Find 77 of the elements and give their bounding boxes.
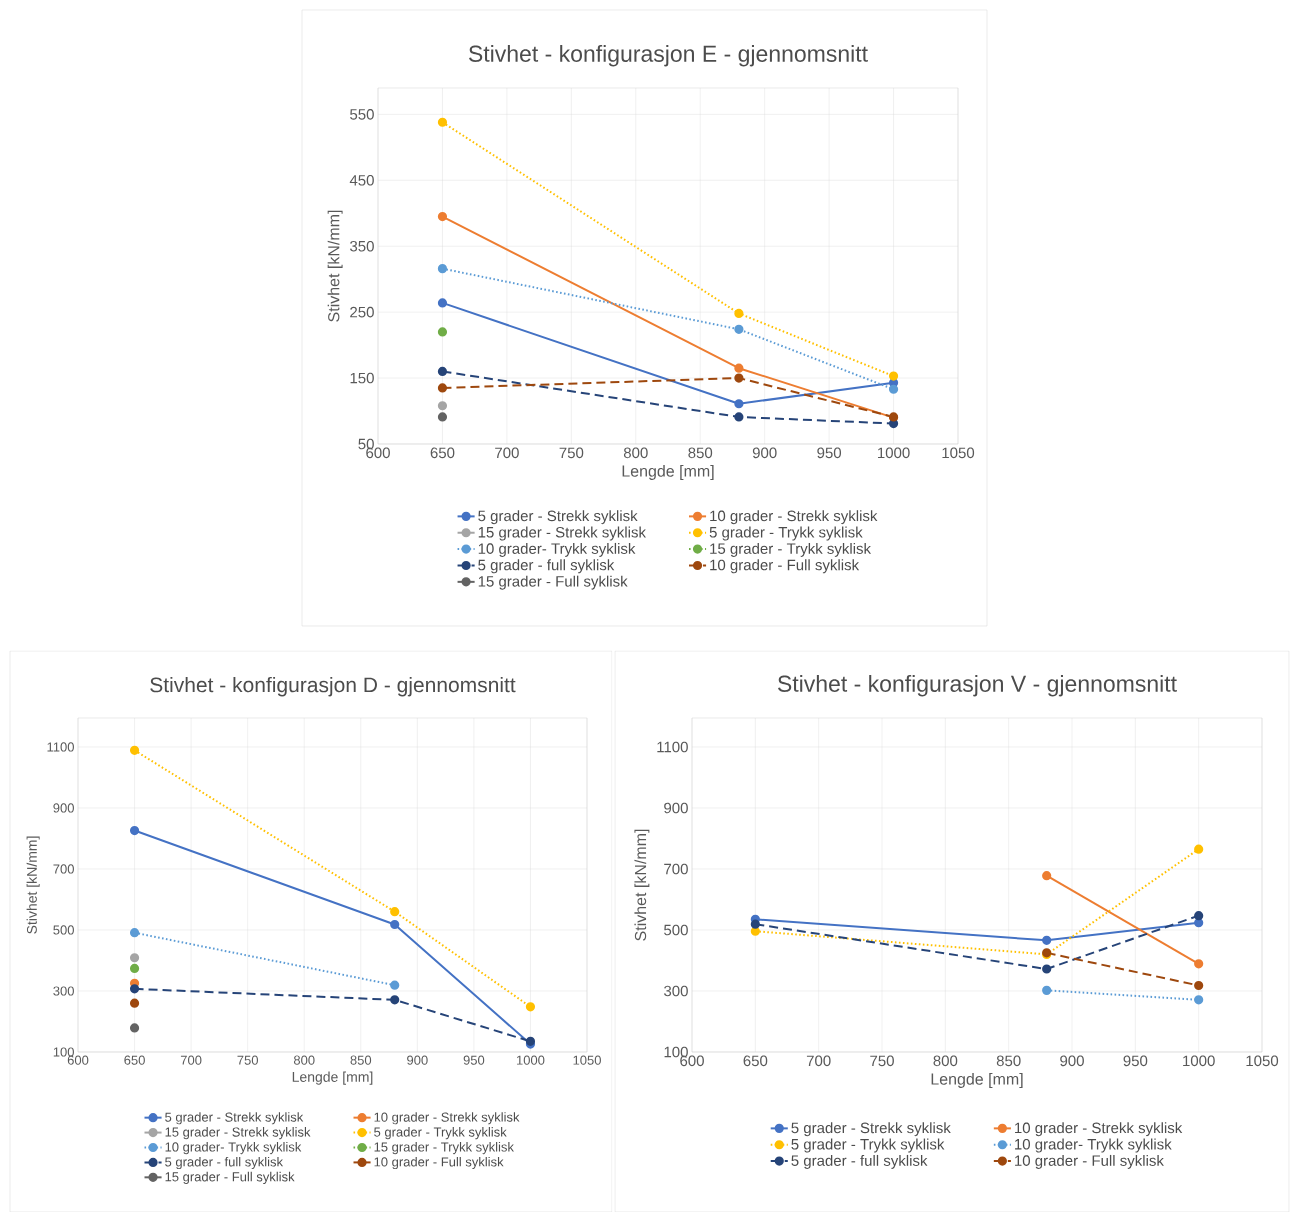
x-tick-label: 1000 — [878, 447, 910, 459]
legend-label: 5 grader - full syklisk — [165, 1156, 284, 1169]
y-tick-label: 700 — [664, 863, 688, 875]
x-tick-label: 950 — [463, 1055, 485, 1065]
chart-title: Stivhet - konfigurasjon E - gjennomsnitt — [468, 44, 868, 67]
x-tick-label: 650 — [124, 1055, 145, 1065]
x-tick-label: 700 — [180, 1055, 202, 1065]
legend-label: 5 grader - Strekk syklisk — [165, 1112, 304, 1125]
legend-label: 5 grader - full syklisk — [791, 1154, 928, 1169]
x-tick-label: 800 — [293, 1055, 315, 1065]
chart-title: Stivhet - konfigurasjon V - gjennomsnitt — [777, 674, 1177, 697]
x-tick-label: 850 — [996, 1055, 1021, 1067]
y-tick-label: 700 — [53, 864, 74, 874]
legend-label: 10 grader - Full syklisk — [710, 559, 860, 574]
y-tick-label: 550 — [350, 108, 374, 120]
legend-label: 10 grader - Full syklisk — [374, 1156, 504, 1169]
legend-label: 5 grader - Strekk syklisk — [791, 1122, 951, 1137]
legend-label: 10 grader- Trykk syklisk — [478, 542, 636, 557]
x-tick-label: 950 — [1123, 1055, 1148, 1067]
legend-label: 5 grader - Trykk syklisk — [709, 526, 863, 541]
legend-label: 15 grader - Full syklisk — [165, 1171, 295, 1184]
x-tick-label: 850 — [688, 447, 713, 459]
y-tick-label: 500 — [53, 925, 74, 935]
y-tick-label: 250 — [350, 306, 374, 318]
y-tick-label: 350 — [350, 240, 374, 252]
x-tick-label: 600 — [67, 1055, 89, 1065]
x-tick-label: 650 — [743, 1055, 768, 1067]
x-tick-label: 800 — [933, 1055, 958, 1067]
legend-label: 15 grader - Trykk syklisk — [710, 542, 872, 557]
y-tick-label: 500 — [664, 924, 688, 936]
legend-label: 15 grader - Strekk syklisk — [165, 1127, 311, 1140]
x-tick-label: 750 — [559, 447, 584, 459]
legend-label: 10 grader - Full syklisk — [1015, 1154, 1164, 1169]
y-axis-title: Stivhet [kN/mm] — [634, 829, 650, 941]
x-tick-label: 650 — [430, 447, 455, 459]
x-tick-label: 850 — [350, 1055, 372, 1065]
x-tick-label: 1050 — [942, 447, 975, 459]
y-tick-label: 1100 — [47, 742, 74, 752]
x-tick-label: 1050 — [1246, 1055, 1279, 1067]
x-tick-label: 1000 — [516, 1055, 545, 1065]
chart-title: Stivhet - konfigurasjon D - gjennomsnitt — [150, 676, 516, 697]
x-tick-label: 700 — [806, 1055, 831, 1067]
y-tick-label: 300 — [664, 985, 688, 997]
legend-label: 10 grader- Trykk syklisk — [1015, 1138, 1172, 1153]
legend-label: 10 grader - Strekk syklisk — [710, 510, 878, 525]
x-axis-title: Lengde [mm] — [292, 1071, 373, 1085]
x-tick-label: 900 — [407, 1055, 428, 1065]
y-tick-label: 900 — [53, 803, 74, 813]
legend-label: 10 grader- Trykk syklisk — [165, 1141, 302, 1155]
y-tick-label: 1100 — [657, 741, 688, 753]
y-axis-title: Stivhet [kN/mm] — [327, 210, 343, 322]
x-axis-title: Lengde [mm] — [622, 464, 714, 480]
legend-label: 15 grader - Strekk syklisk — [478, 526, 646, 541]
legend-label: 15 grader - Full syklisk — [478, 575, 628, 590]
legend-label: 5 grader - full syklisk — [478, 559, 615, 574]
legend-label: 5 grader - Strekk syklisk — [478, 510, 638, 525]
y-tick-label: 450 — [349, 174, 374, 186]
legend-label: 5 grader - Trykk syklisk — [374, 1127, 507, 1140]
legend-label: 15 grader - Trykk syklisk — [374, 1141, 514, 1155]
x-tick-label: 900 — [1060, 1055, 1084, 1067]
x-tick-label: 700 — [495, 447, 519, 459]
x-tick-label: 750 — [237, 1055, 259, 1065]
legend-label: 10 grader - Strekk syklisk — [374, 1112, 520, 1125]
y-axis-title: Stivhet [kN/mm] — [26, 836, 40, 934]
legend-label: 10 grader - Strekk syklisk — [1015, 1122, 1183, 1137]
y-tick-label: 900 — [664, 802, 688, 814]
y-tick-label: 150 — [350, 372, 374, 384]
x-tick-label: 900 — [752, 447, 777, 459]
y-tick-label: 100 — [53, 1047, 74, 1057]
x-tick-label: 1000 — [1183, 1055, 1215, 1067]
x-tick-label: 800 — [623, 447, 648, 459]
legend-label: 5 grader - Trykk syklisk — [791, 1138, 945, 1153]
x-axis-title: Lengde [mm] — [931, 1072, 1023, 1088]
y-tick-label: 300 — [53, 986, 74, 996]
x-tick-label: 750 — [870, 1055, 894, 1067]
x-tick-label: 1050 — [573, 1055, 601, 1065]
x-tick-label: 950 — [817, 447, 842, 459]
